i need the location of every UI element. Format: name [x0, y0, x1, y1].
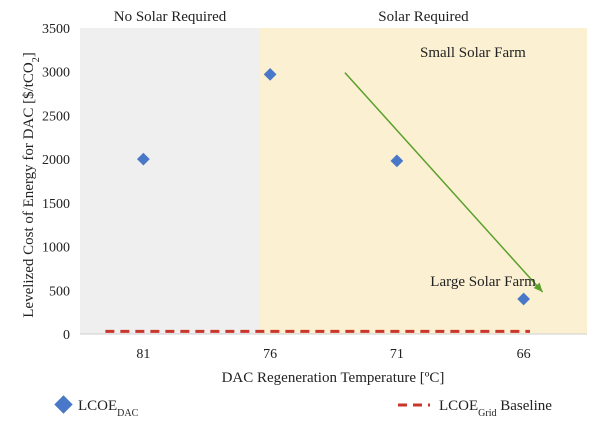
legend-label-lcoe-grid: LCOEGrid Baseline — [439, 398, 552, 419]
arrow-shaft — [344, 72, 544, 293]
y-tick-2000: 2000 — [42, 153, 70, 168]
legend: LCOEDAC LCOEGrid Baseline — [54, 395, 552, 419]
region-label-0: No Solar Required — [114, 9, 227, 25]
y-tick-labels: 0 500 1000 1500 2000 2500 3000 3500 — [42, 22, 70, 343]
arrow-head — [533, 282, 543, 293]
y-tick-500: 500 — [49, 284, 70, 299]
y-tick-3000: 3000 — [42, 66, 70, 81]
lcoe-dac-series — [137, 67, 530, 306]
annotations: Small Solar Farm Large Solar Farm — [420, 45, 536, 290]
region-label-1: Solar Required — [378, 9, 469, 25]
x-tick-81: 81 — [136, 347, 150, 362]
regions-layer — [80, 28, 587, 334]
y-tick-0: 0 — [63, 328, 70, 343]
lcoe-dac-point-81 — [137, 152, 150, 166]
x-tick-66: 66 — [517, 347, 531, 362]
x-tick-71: 71 — [390, 347, 404, 362]
solar-farm-arrow — [344, 72, 544, 293]
region-labels: No Solar Required Solar Required — [114, 9, 469, 25]
legend-label-lcoe-dac: LCOEDAC — [78, 398, 139, 419]
region-bg-0 — [80, 28, 260, 334]
y-axis-title: Levelized Cost of Energy for DAC [$/tCO2… — [21, 52, 42, 318]
y-tick-2500: 2500 — [42, 109, 70, 124]
annotation-1: Large Solar Farm — [430, 274, 536, 290]
x-tick-labels: 81 76 71 66 — [136, 347, 530, 362]
x-axis-title: DAC Regeneration Temperature [ºC] — [222, 370, 445, 386]
y-tick-1000: 1000 — [42, 241, 70, 256]
legend-item-lcoe-grid: LCOEGrid Baseline — [398, 398, 552, 419]
x-tick-76: 76 — [263, 347, 277, 362]
legend-diamond-icon — [54, 395, 73, 414]
region-bg-1 — [259, 28, 587, 334]
annotation-0: Small Solar Farm — [420, 45, 526, 61]
y-tick-3500: 3500 — [42, 22, 70, 37]
y-tick-1500: 1500 — [42, 197, 70, 212]
lcoe-dac-point-76 — [263, 67, 277, 81]
legend-item-lcoe-dac: LCOEDAC — [54, 395, 139, 419]
lcoe-dac-point-71 — [390, 154, 404, 168]
